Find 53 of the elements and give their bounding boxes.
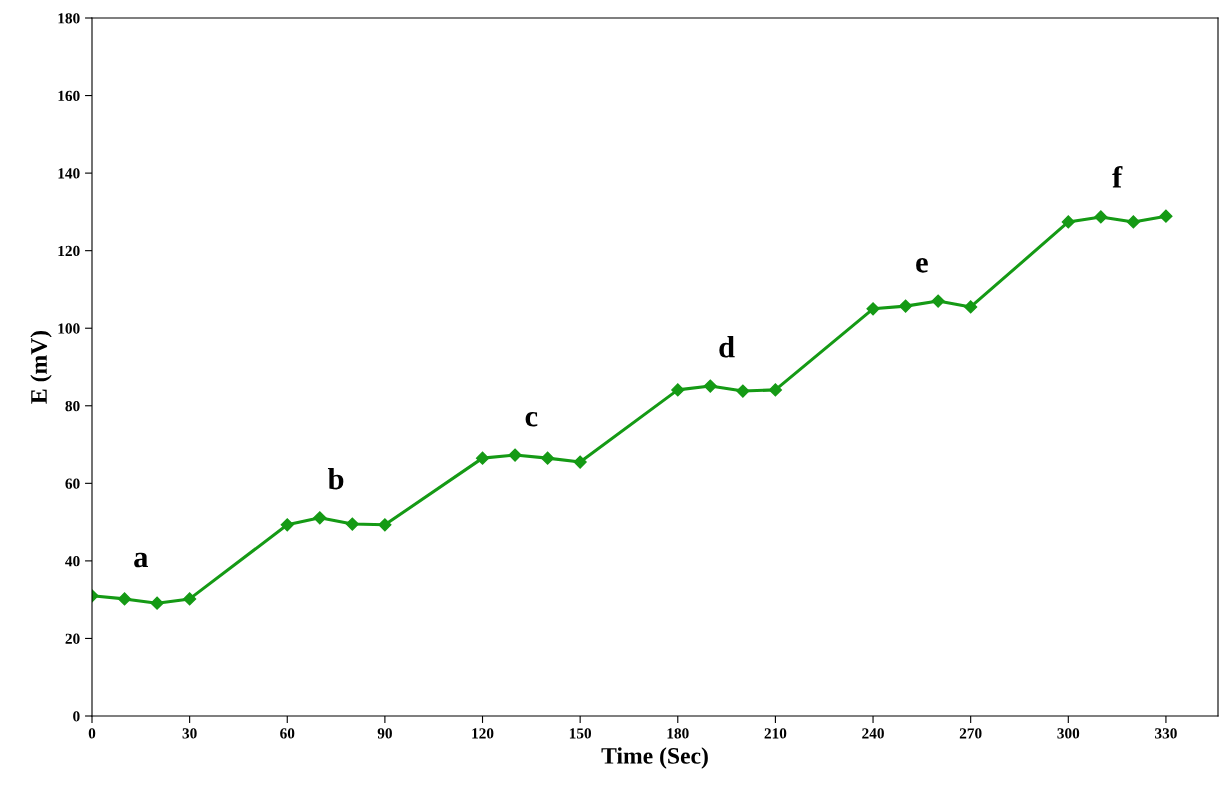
point — [1126, 215, 1140, 229]
point — [150, 596, 164, 610]
point — [736, 384, 750, 398]
y-tick-label: 140 — [58, 168, 80, 179]
annotation: e — [916, 257, 928, 273]
point — [931, 294, 945, 308]
x-tick-label: 210 — [764, 728, 787, 739]
y-tick-label: 160 — [58, 90, 80, 102]
point — [475, 451, 490, 465]
y-axis-title: E (mV) — [30, 330, 52, 404]
y-tick-label: 180 — [58, 13, 80, 24]
x-tick-label: 90 — [377, 728, 392, 739]
point — [671, 383, 685, 397]
annotation: b — [327, 467, 344, 490]
point — [117, 592, 132, 606]
y-tick-label: 100 — [58, 323, 80, 334]
x-axis-title: Time (Sec) — [601, 747, 708, 769]
point — [183, 592, 197, 606]
point — [345, 517, 359, 531]
y-tick-label: 120 — [58, 245, 80, 257]
y-tick-label: 20 — [65, 633, 80, 644]
point — [898, 299, 913, 313]
annotation: d — [719, 336, 735, 358]
point — [573, 455, 587, 469]
y-tick-label: 60 — [65, 478, 80, 489]
point — [703, 379, 717, 393]
point — [1159, 209, 1173, 223]
point — [768, 383, 782, 397]
point — [508, 448, 522, 462]
point — [541, 451, 555, 465]
x-tick-label: 240 — [862, 728, 884, 739]
point — [280, 518, 294, 532]
x-tick-label: 150 — [569, 728, 592, 739]
x-tick-label: 300 — [1057, 728, 1080, 739]
x-tick-label: 270 — [959, 728, 982, 739]
y-tick-label: 80 — [65, 400, 80, 412]
point — [313, 511, 327, 525]
x-tick-label: 180 — [667, 728, 689, 739]
point — [1061, 215, 1075, 229]
y-tick-label: 40 — [65, 556, 80, 567]
x-tick-label: 0 — [88, 728, 96, 739]
point — [378, 518, 392, 532]
y-tick-label: 0 — [73, 711, 80, 722]
x-tick-label: 120 — [472, 728, 494, 739]
point — [964, 300, 978, 314]
annotation: f — [1112, 165, 1123, 188]
annotation: a — [134, 552, 148, 568]
point — [866, 302, 880, 316]
x-tick-label: 330 — [1155, 728, 1177, 739]
annotation: c — [525, 411, 538, 427]
x-tick-label: 30 — [182, 728, 197, 739]
x-tick-label: 60 — [280, 728, 295, 739]
point — [1094, 210, 1108, 224]
